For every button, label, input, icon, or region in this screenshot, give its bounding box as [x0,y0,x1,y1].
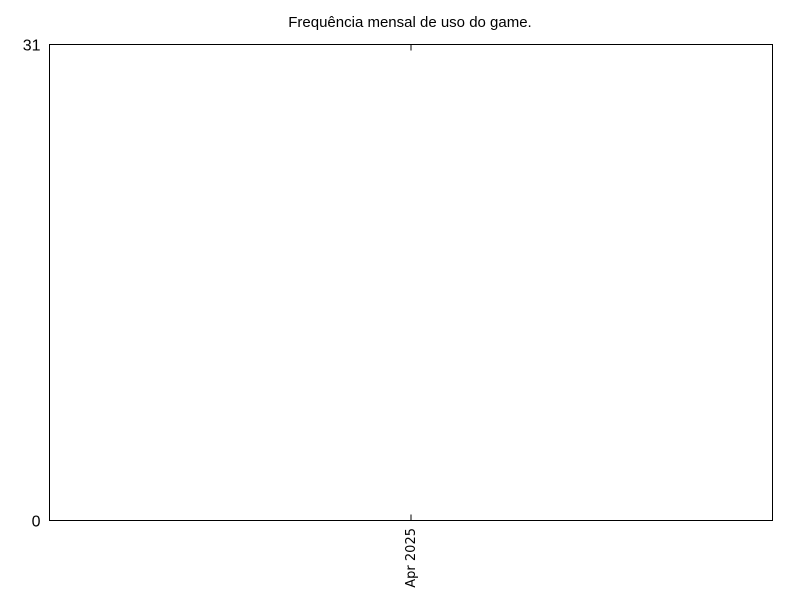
y-axis-ticks: 0 31 [23,38,56,531]
x-tick-label: Apr 2025 [404,528,419,588]
y-tick-label: 31 [23,38,41,55]
plot-frame [49,44,773,521]
y-tick-label: 0 [32,514,41,531]
x-axis-ticks: Apr 2025 [404,44,419,588]
chart-title: Frequência mensal de uso do game. [288,14,531,31]
